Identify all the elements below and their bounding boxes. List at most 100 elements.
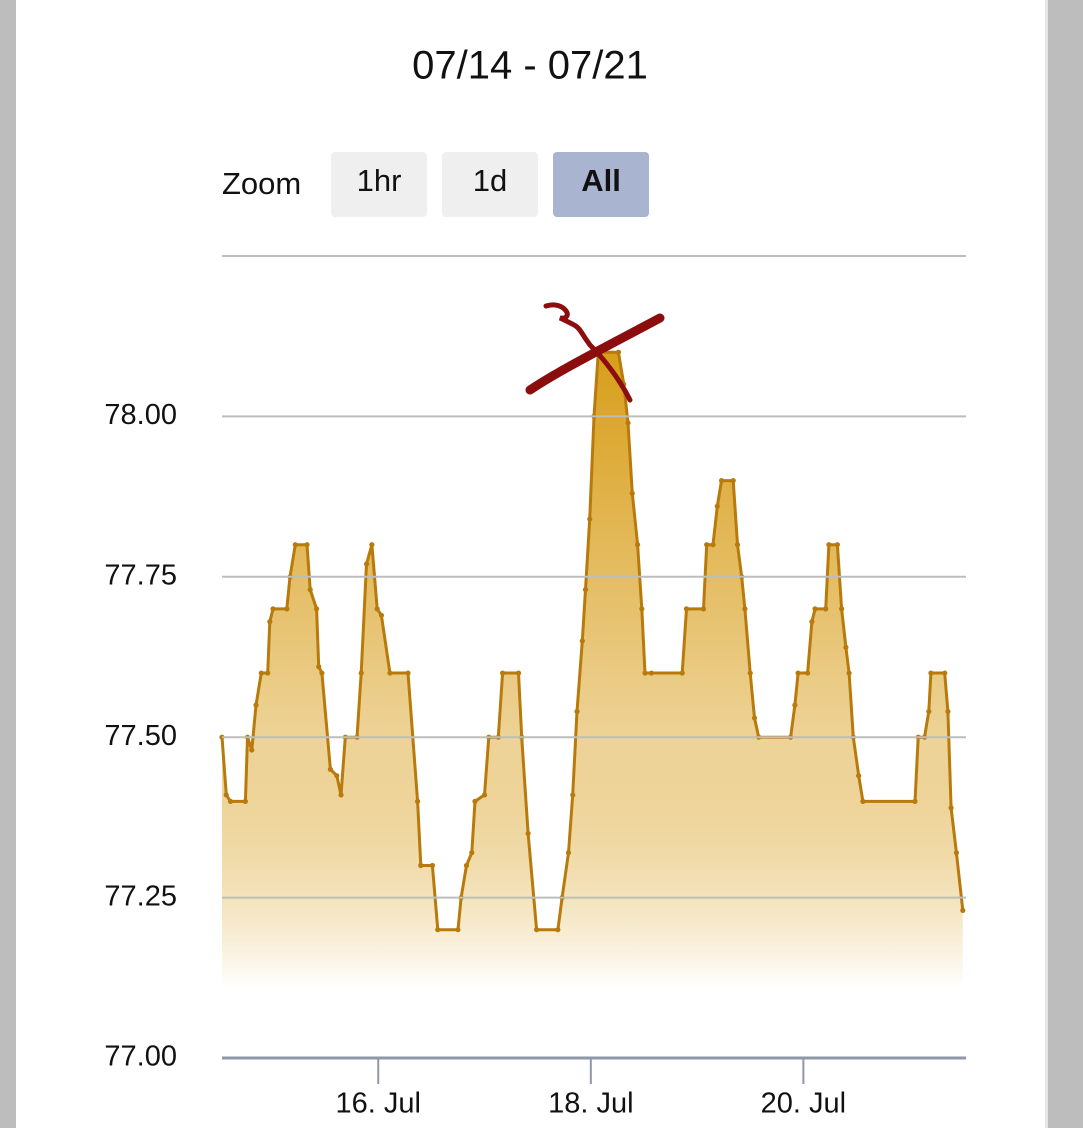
x-tick-label: 20. Jul bbox=[761, 1088, 846, 1120]
point bbox=[463, 862, 470, 869]
point bbox=[374, 606, 380, 612]
point bbox=[629, 490, 635, 496]
point bbox=[249, 747, 255, 753]
chart-title: 07/14 - 07/21 bbox=[412, 44, 648, 88]
point bbox=[843, 644, 849, 650]
point bbox=[625, 420, 631, 426]
point bbox=[319, 670, 325, 676]
point bbox=[928, 670, 934, 676]
point bbox=[710, 542, 716, 548]
point bbox=[926, 708, 932, 715]
point bbox=[747, 670, 753, 676]
point bbox=[826, 542, 832, 548]
point bbox=[387, 670, 393, 676]
point bbox=[823, 606, 829, 612]
point bbox=[472, 798, 478, 804]
point bbox=[369, 542, 375, 548]
point bbox=[418, 862, 424, 869]
point bbox=[679, 670, 685, 676]
y-tick-label: 77.50 bbox=[104, 720, 177, 752]
point bbox=[565, 850, 572, 856]
point bbox=[730, 477, 736, 484]
zoom-button-bg bbox=[442, 152, 538, 217]
point bbox=[435, 927, 441, 933]
point bbox=[414, 798, 421, 804]
point bbox=[751, 715, 758, 721]
point bbox=[525, 830, 531, 837]
point bbox=[358, 670, 364, 676]
point bbox=[242, 798, 248, 804]
y-tick-label: 78.00 bbox=[104, 399, 177, 431]
point bbox=[805, 670, 811, 676]
point bbox=[313, 606, 320, 612]
point bbox=[846, 670, 852, 676]
point bbox=[742, 606, 748, 612]
point bbox=[634, 542, 641, 548]
zoom-button[interactable]: All bbox=[553, 152, 649, 217]
zoom-button[interactable]: 1d bbox=[442, 152, 538, 217]
point bbox=[469, 850, 475, 856]
point bbox=[942, 670, 948, 676]
zoom-label: Zoom bbox=[222, 166, 301, 201]
point bbox=[334, 773, 340, 779]
point bbox=[455, 927, 461, 933]
point bbox=[515, 670, 522, 676]
point bbox=[284, 606, 290, 612]
point bbox=[555, 927, 561, 933]
point bbox=[700, 606, 707, 612]
point bbox=[253, 702, 259, 708]
zoom-button-label: 1hr bbox=[357, 163, 402, 198]
point bbox=[582, 587, 589, 593]
zoom-button[interactable]: 1hr bbox=[331, 152, 427, 217]
point bbox=[405, 670, 411, 676]
point bbox=[948, 805, 954, 811]
y-tick-label: 77.75 bbox=[104, 559, 177, 591]
left-border bbox=[0, 0, 16, 1128]
x-tick-label: 18. Jul bbox=[548, 1088, 633, 1120]
point bbox=[481, 792, 488, 798]
point bbox=[960, 907, 966, 914]
point bbox=[378, 612, 385, 618]
point bbox=[856, 773, 862, 779]
point bbox=[812, 606, 818, 612]
point bbox=[734, 542, 741, 548]
y-tick-label: 77.25 bbox=[104, 880, 177, 912]
annotation-stroke bbox=[525, 313, 665, 395]
zoom-button-label: All bbox=[581, 163, 621, 198]
point bbox=[834, 542, 840, 548]
point bbox=[258, 670, 264, 676]
point bbox=[912, 798, 918, 804]
point bbox=[304, 542, 310, 548]
point bbox=[534, 927, 540, 933]
point bbox=[795, 670, 801, 676]
point bbox=[683, 606, 690, 612]
point bbox=[292, 542, 298, 548]
point bbox=[223, 792, 229, 798]
zoom-button-label: 1d bbox=[473, 163, 507, 198]
point bbox=[574, 708, 580, 715]
point bbox=[839, 606, 845, 612]
point bbox=[704, 542, 710, 548]
point bbox=[307, 587, 313, 593]
point bbox=[809, 619, 815, 625]
point bbox=[227, 798, 234, 804]
point bbox=[270, 606, 276, 612]
zoom-button-bg bbox=[331, 152, 427, 217]
point bbox=[639, 606, 645, 612]
point bbox=[267, 619, 273, 625]
point bbox=[363, 561, 370, 567]
point bbox=[327, 766, 334, 772]
point bbox=[587, 516, 593, 522]
point bbox=[579, 638, 585, 644]
area bbox=[222, 352, 963, 1058]
hand-drawn-x bbox=[525, 302, 665, 403]
point bbox=[714, 503, 720, 509]
point bbox=[642, 670, 648, 676]
point bbox=[615, 349, 622, 355]
zoom-button-bg bbox=[553, 152, 649, 217]
point bbox=[265, 670, 271, 676]
point bbox=[945, 708, 951, 715]
point bbox=[792, 702, 798, 708]
point bbox=[499, 670, 506, 676]
